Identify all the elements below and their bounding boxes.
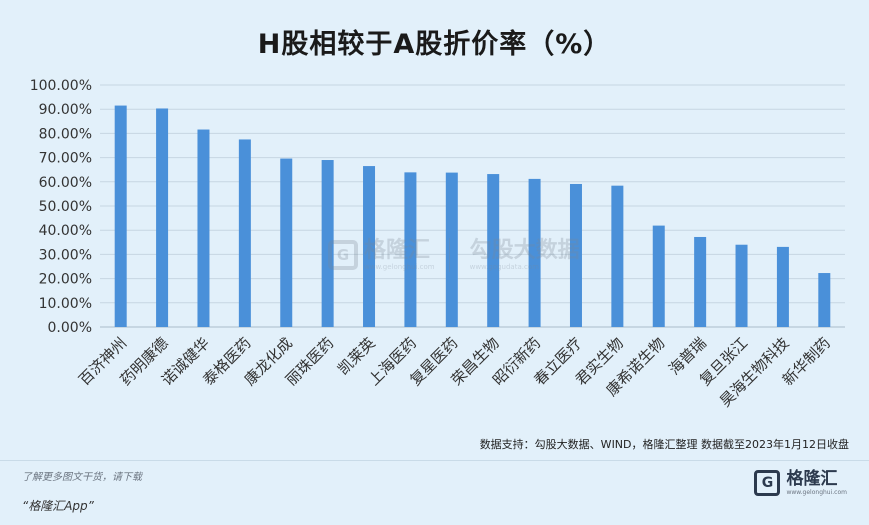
bar-chart: 0.00% 10.00% 20.00% 30.00% 40.00% 50.00% 60.00… — [30, 78, 845, 410]
bar — [735, 244, 748, 327]
y-tick-label: 20.00% — [39, 272, 92, 288]
bar — [611, 185, 624, 327]
bar — [445, 172, 458, 327]
y-tick-label: 30.00% — [39, 247, 92, 263]
bar — [487, 174, 500, 327]
logo-url: www.gelonghui.com — [786, 488, 847, 496]
bar — [776, 246, 789, 327]
y-tick-label: 90.00% — [39, 102, 92, 118]
bar — [528, 178, 541, 327]
y-tick-label: 50.00% — [39, 199, 92, 215]
bar — [818, 273, 831, 327]
logo-text: 格隆汇 — [786, 468, 838, 489]
bar — [363, 166, 376, 327]
footer-divider — [0, 460, 869, 461]
chart-title: H股相较于A股折价率（%） — [257, 29, 612, 60]
bar — [156, 108, 169, 327]
bar — [114, 105, 127, 327]
bar — [238, 139, 251, 327]
footer-logo: G 格隆汇 www.gelonghui.com — [754, 470, 847, 496]
source-note: 数据支持：勾股大数据、WIND，格隆汇整理 数据截至2023年1月12日收盘 — [479, 438, 849, 451]
y-tick-label: 80.00% — [39, 126, 92, 142]
footer-app-name: “格隆汇App” — [22, 499, 94, 513]
y-tick-label: 60.00% — [39, 175, 92, 191]
bar — [569, 183, 582, 327]
logo-icon: G — [754, 470, 781, 496]
footer-hint: 了解更多图文干货，请下载 — [22, 472, 142, 483]
bar — [694, 236, 707, 327]
bar — [321, 160, 334, 327]
footer-promo: 了解更多图文干货，请下载 “格隆汇App” — [22, 468, 142, 514]
bar — [652, 225, 665, 327]
y-tick-label: 70.00% — [39, 151, 92, 167]
y-tick-label: 0.00% — [48, 320, 92, 336]
y-tick-label: 10.00% — [39, 296, 92, 312]
bar — [280, 158, 293, 327]
bar — [197, 129, 210, 327]
y-tick-label: 100.00% — [30, 78, 92, 94]
bar — [404, 172, 417, 327]
y-tick-label: 40.00% — [39, 223, 92, 239]
